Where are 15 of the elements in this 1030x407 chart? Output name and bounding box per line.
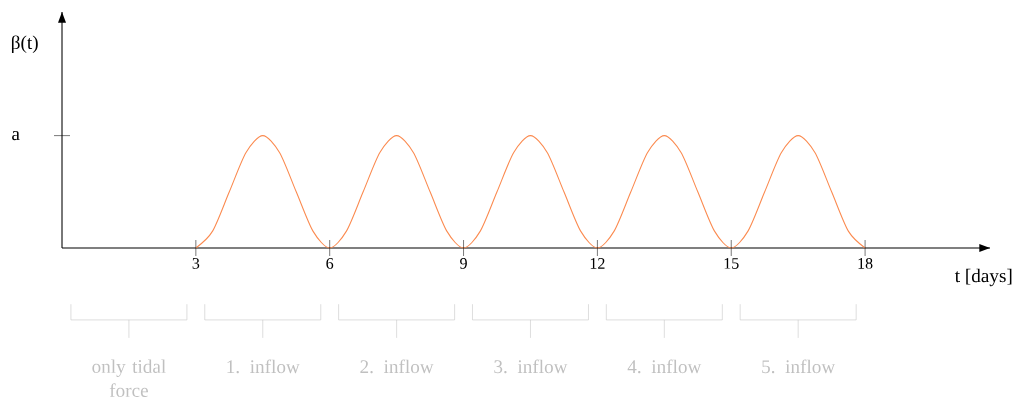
text: only tidal force [92, 359, 166, 397]
x-tick-label: 15 [724, 258, 739, 269]
x-tick-label: 9 [460, 258, 467, 269]
text: 3. inflow [494, 359, 568, 374]
text: 1. inflow [227, 359, 300, 374]
text: 4. inflow [627, 359, 702, 374]
text: 5. inflow [762, 359, 836, 374]
x-tick-label: 12 [590, 258, 605, 269]
x-axis-title: t [days] [954, 268, 1012, 287]
x-tick-label: 18 [858, 258, 873, 269]
y-axis-title: β(t) [11, 35, 38, 53]
text: 2. inflow [360, 359, 434, 374]
x-tick-label: 3 [192, 258, 200, 269]
text: a [12, 131, 20, 141]
x-tick-label: 6 [326, 258, 334, 269]
